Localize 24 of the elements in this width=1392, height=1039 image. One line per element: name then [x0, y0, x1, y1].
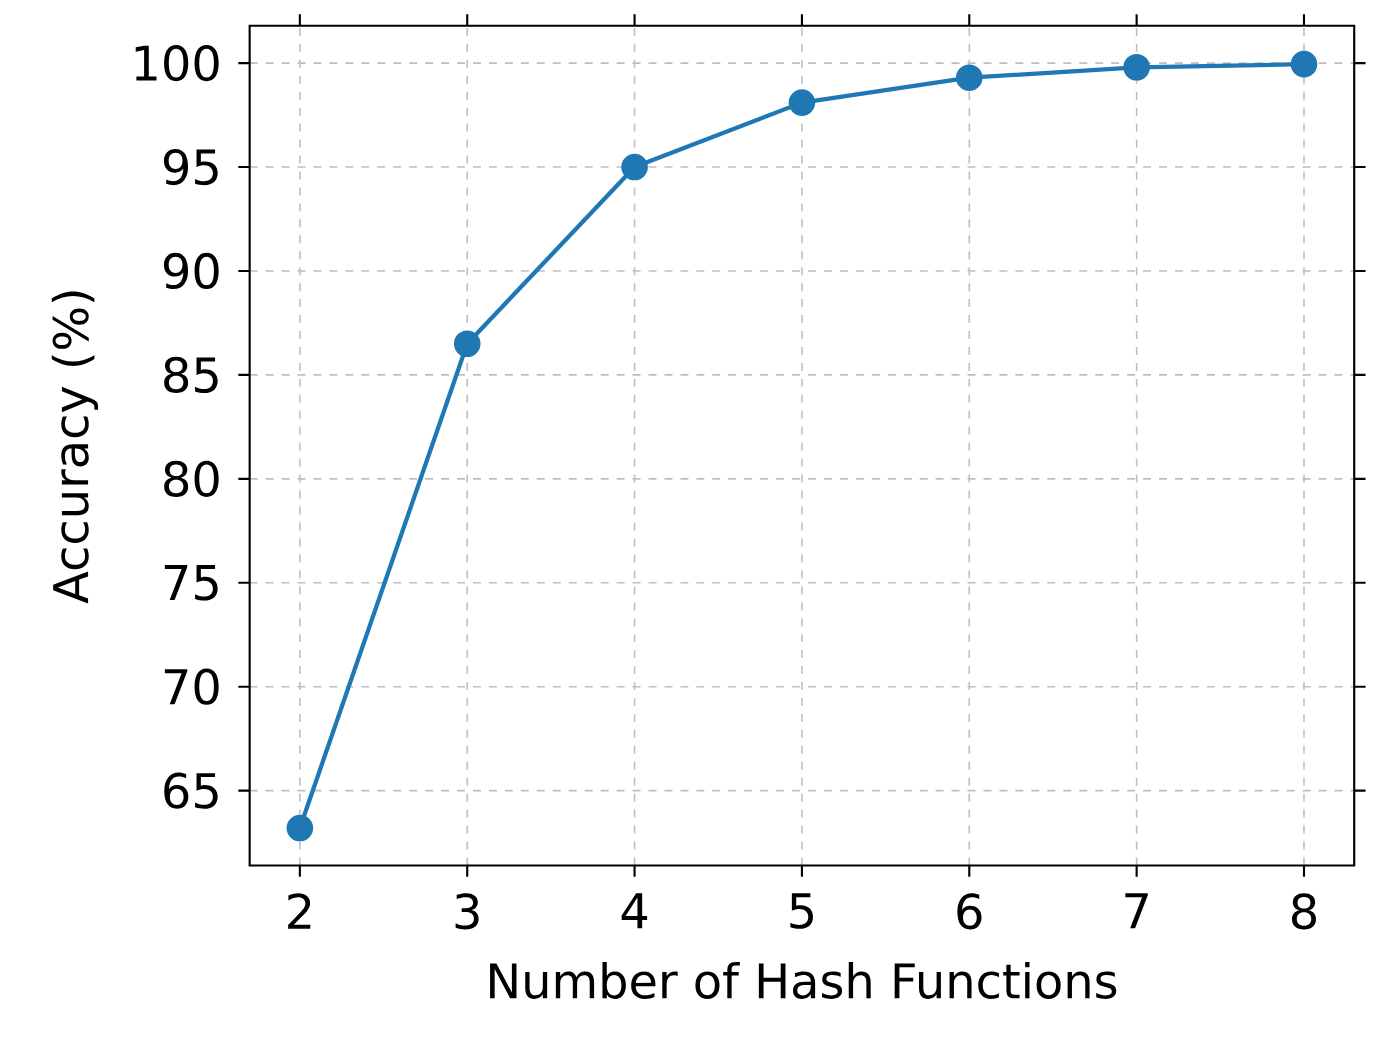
- point: [1290, 50, 1318, 78]
- x-tick-label: 7: [1125, 893, 1148, 928]
- x-tick-label: 2: [288, 893, 311, 929]
- point: [621, 153, 648, 181]
- y-tick-label: 70: [164, 668, 219, 705]
- y-tick-label: 90: [163, 252, 219, 289]
- point: [955, 64, 983, 91]
- y-tick-label: 100: [135, 44, 219, 81]
- point: [788, 89, 816, 116]
- y-tick-label: 65: [164, 772, 218, 809]
- x-tick-label: 6: [957, 893, 982, 930]
- point: [286, 814, 314, 842]
- x-tick-label: 8: [1292, 893, 1316, 930]
- x-axis-title: Number of Hash Functions: [490, 961, 1117, 999]
- y-axis-title: Accuracy (%): [51, 291, 99, 604]
- point: [453, 330, 481, 357]
- x-tick-label: 5: [790, 893, 813, 929]
- y-tick-label: 80: [164, 460, 219, 497]
- y-tick-label: 85: [164, 356, 218, 393]
- y-tick-label: 75: [164, 564, 218, 601]
- y-tick-label: 95: [163, 148, 218, 185]
- x-tick-label: 4: [621, 893, 648, 928]
- x-tick-label: 3: [455, 893, 479, 930]
- point: [1123, 53, 1150, 81]
